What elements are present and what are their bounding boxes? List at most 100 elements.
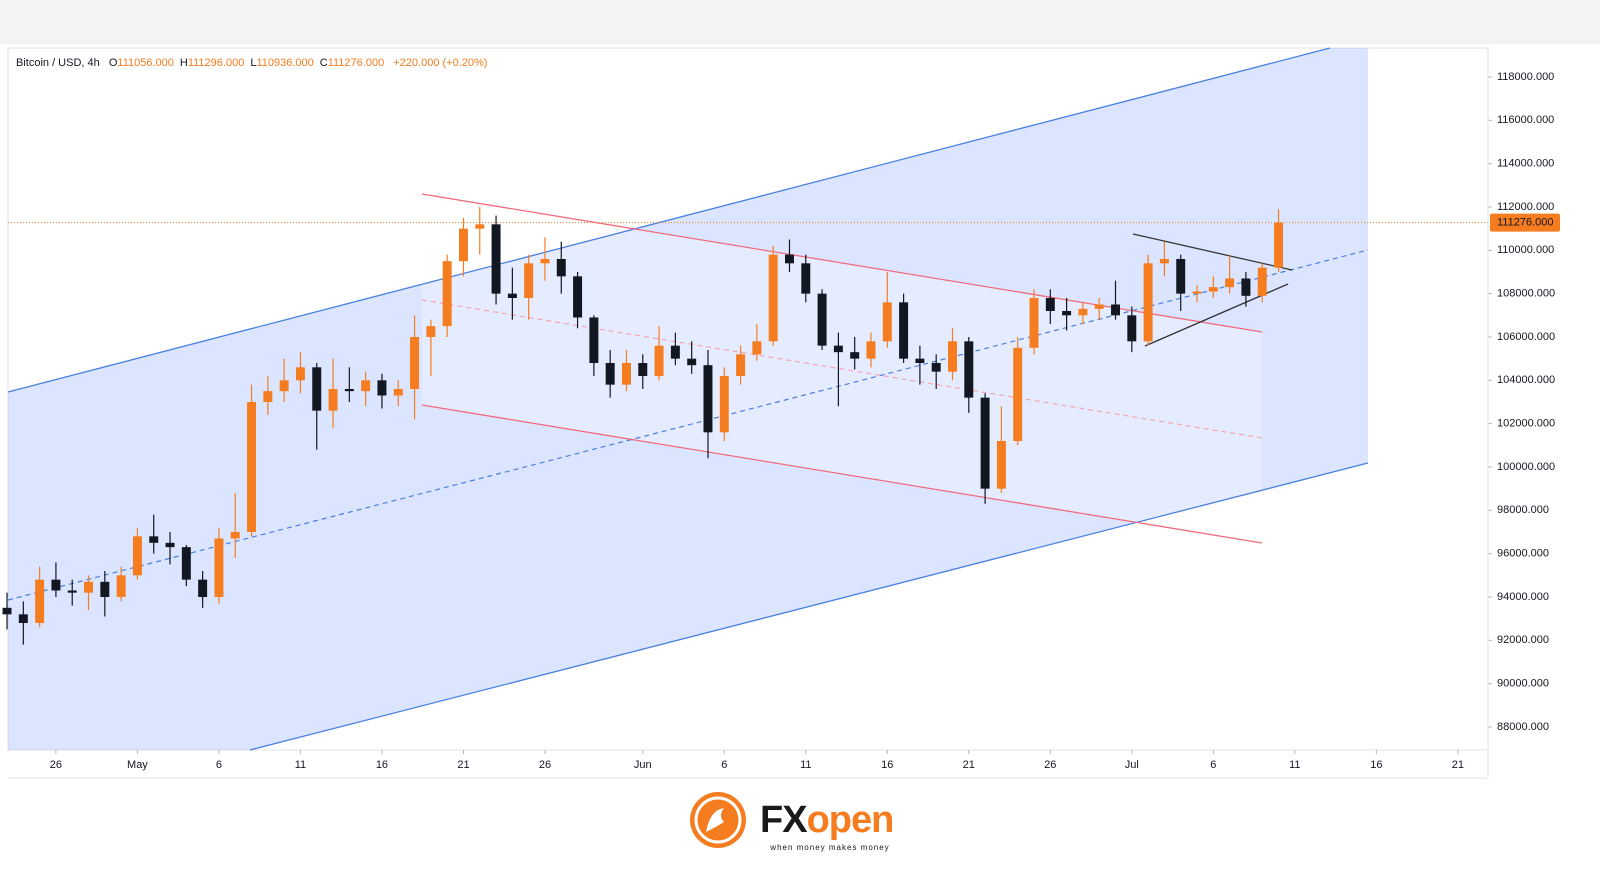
candle-body bbox=[1013, 347, 1023, 441]
candle-body bbox=[149, 536, 159, 543]
candle-body bbox=[51, 579, 61, 591]
candle-body bbox=[1159, 258, 1169, 264]
candle-body bbox=[1111, 304, 1120, 316]
candle-body bbox=[67, 590, 77, 593]
ohlc-key: L bbox=[250, 57, 256, 69]
candle-body bbox=[132, 536, 142, 576]
y-tick-label: 90000.000 bbox=[1497, 678, 1549, 690]
candle-body bbox=[866, 341, 876, 359]
candle-body bbox=[654, 345, 664, 376]
channel-fill bbox=[8, 48, 1368, 750]
candle-body bbox=[1045, 297, 1055, 311]
ohlc-value: 111296.000 bbox=[188, 57, 244, 69]
candle-body bbox=[507, 293, 517, 298]
logo-text: FXopen bbox=[760, 799, 893, 841]
candle-body bbox=[100, 581, 110, 597]
ohlc-value: 111056.000 bbox=[117, 57, 173, 69]
candle-body bbox=[263, 391, 273, 402]
candle-body bbox=[524, 263, 534, 298]
candle-body bbox=[833, 345, 843, 353]
last-price-box bbox=[1490, 213, 1560, 232]
candle-body bbox=[785, 254, 794, 264]
candle-body bbox=[556, 258, 566, 277]
candle-body bbox=[1257, 267, 1267, 296]
x-tick-label: 6 bbox=[721, 759, 727, 771]
candle-body bbox=[35, 579, 45, 623]
candle-body bbox=[165, 542, 175, 548]
y-tick-label: 114000.000 bbox=[1497, 158, 1554, 170]
candle-body bbox=[980, 397, 990, 489]
channel-bottom bbox=[249, 462, 1369, 751]
candle-body bbox=[1176, 258, 1186, 294]
y-tick-label: 110000.000 bbox=[1497, 244, 1554, 256]
candle-body bbox=[996, 440, 1006, 489]
candle-body bbox=[931, 362, 941, 372]
candle-body bbox=[1094, 304, 1104, 309]
candle-body bbox=[605, 362, 615, 385]
candle-body bbox=[84, 581, 94, 593]
y-tick-label: 106000.000 bbox=[1497, 331, 1555, 343]
candle-body bbox=[719, 375, 729, 433]
candle-body bbox=[458, 228, 468, 262]
candle-body bbox=[295, 367, 305, 381]
candle-body bbox=[1208, 287, 1218, 292]
channel-top bbox=[7, 47, 1331, 393]
candle-body bbox=[670, 345, 680, 359]
logo-tagline: when money makes money bbox=[769, 843, 889, 852]
x-tick-label: 26 bbox=[539, 759, 551, 771]
symbol: Bitcoin / USD, 4h bbox=[16, 57, 100, 69]
x-tick-label: 16 bbox=[376, 759, 388, 771]
last-price-label: 111276.000 bbox=[1497, 217, 1553, 229]
x-tick-label: 16 bbox=[881, 759, 893, 771]
chart-header: Bitcoin / USD, 4h O111056.000 H111296.000… bbox=[16, 57, 487, 69]
logo-fx: FX bbox=[760, 799, 808, 841]
drawings bbox=[7, 47, 1369, 751]
ohlc-key: O bbox=[109, 57, 118, 69]
candle-body bbox=[589, 317, 599, 363]
candle-body bbox=[181, 547, 191, 580]
x-tick-label: 26 bbox=[50, 759, 62, 771]
pitchfork-mid bbox=[421, 299, 1263, 439]
candles: 111276.000 bbox=[2, 206, 1560, 645]
candle-body bbox=[328, 388, 338, 411]
y-tick-label: 116000.000 bbox=[1497, 114, 1554, 126]
candle-body bbox=[475, 224, 485, 229]
candle-body bbox=[915, 358, 925, 363]
candle-body bbox=[426, 326, 436, 337]
candle-body bbox=[964, 341, 974, 398]
candle-body bbox=[198, 579, 208, 597]
x-tick-label: 6 bbox=[1210, 759, 1216, 771]
y-tick-label: 98000.000 bbox=[1497, 504, 1549, 516]
candle-body bbox=[410, 336, 420, 389]
candle-body bbox=[1127, 315, 1137, 342]
x-tick-label: 21 bbox=[457, 759, 469, 771]
candle-body bbox=[312, 367, 322, 411]
candle-body bbox=[801, 263, 811, 294]
candle-body bbox=[882, 302, 892, 342]
candle-body bbox=[18, 614, 28, 623]
candle-body bbox=[850, 352, 860, 359]
candle-body bbox=[1274, 222, 1284, 268]
candle-body bbox=[1241, 278, 1251, 296]
candle-body bbox=[344, 388, 354, 392]
candle-body bbox=[768, 254, 778, 342]
y-tick-label: 88000.000 bbox=[1497, 721, 1549, 733]
x-tick-label: 11 bbox=[1289, 759, 1300, 771]
candle-body bbox=[736, 354, 746, 376]
candle-body bbox=[948, 341, 957, 372]
y-tick-label: 96000.000 bbox=[1497, 548, 1549, 560]
candle-body bbox=[621, 362, 631, 385]
candle-body bbox=[214, 538, 224, 597]
x-tick-label: May bbox=[127, 759, 148, 771]
y-tick-label: 108000.000 bbox=[1497, 288, 1555, 300]
x-tick-label: 11 bbox=[800, 759, 811, 771]
triangle-top bbox=[1132, 233, 1293, 271]
y-tick-label: 102000.000 bbox=[1497, 418, 1555, 430]
logo-bull bbox=[706, 808, 724, 832]
axes: 88000.000 90000.000 92000.000 94000.000 9600… bbox=[50, 71, 1555, 771]
candle-body bbox=[1078, 308, 1088, 316]
candle-body bbox=[2, 607, 12, 615]
candle-body bbox=[116, 575, 126, 597]
